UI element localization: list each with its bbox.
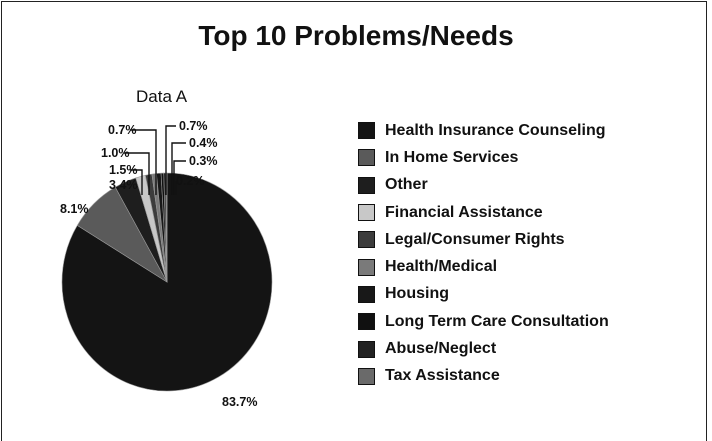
leader-line-8 (171, 142, 186, 195)
legend-swatch (358, 313, 375, 331)
data-label-9: 0.3% (189, 154, 218, 168)
data-label-6: 0.7% (108, 123, 137, 137)
legend-swatch (358, 231, 375, 249)
leader-line-7 (165, 125, 176, 195)
data-label-1: 83.7% (222, 395, 257, 409)
leader-line-4 (130, 169, 143, 195)
legend-swatch (358, 149, 375, 167)
legend-item: Housing (358, 281, 609, 308)
legend-label: Abuse/Neglect (385, 340, 497, 358)
legend-item: Abuse/Neglect (358, 335, 609, 362)
legend-item: Long Term Care Consultation (358, 308, 609, 335)
pie-slice-1 (61, 172, 273, 392)
legend-item: Financial Assistance (358, 199, 609, 226)
data-label-7: 0.7% (179, 119, 208, 133)
data-label-2: 8.1% (60, 202, 89, 216)
legend-item: Health Insurance Counseling (358, 117, 609, 144)
data-label-5: 1.0% (101, 146, 130, 160)
legend-label: In Home Services (385, 148, 519, 166)
leader-line-9 (173, 160, 186, 195)
data-label-8: 0.4% (189, 136, 218, 150)
data-label-10: 0.2% (176, 174, 205, 188)
legend-swatch (358, 285, 375, 303)
legend-swatch (358, 367, 375, 385)
data-label-3: 3.4% (109, 178, 138, 192)
legend-swatch (358, 176, 375, 194)
legend-item: Health/Medical (358, 253, 609, 280)
legend-swatch (358, 122, 375, 140)
chart-subtitle: Data A (136, 87, 188, 106)
legend-item: Tax Assistance (358, 363, 609, 390)
legend-label: Financial Assistance (385, 203, 543, 221)
legend-label: Housing (385, 285, 449, 303)
leader-line-6 (130, 129, 157, 195)
legend-swatch (358, 204, 375, 222)
legend-label: Health Insurance Counseling (385, 121, 606, 139)
leader-line-5 (124, 152, 150, 195)
legend-label: Other (385, 176, 428, 194)
legend-item: In Home Services (358, 144, 609, 171)
legend-swatch (358, 258, 375, 276)
legend-item: Other (358, 172, 609, 199)
chart-legend: Health Insurance Counseling In Home Servi… (358, 117, 609, 390)
data-label-4: 1.5% (109, 163, 138, 177)
legend-label: Tax Assistance (385, 367, 500, 385)
legend-label: Health/Medical (385, 258, 498, 276)
legend-swatch (358, 340, 375, 358)
legend-item: Legal/Consumer Rights (358, 226, 609, 253)
chart-title: Top 10 Problems/Needs (198, 20, 514, 51)
legend-label: Long Term Care Consultation (385, 312, 609, 330)
legend-label: Legal/Consumer Rights (385, 230, 565, 248)
